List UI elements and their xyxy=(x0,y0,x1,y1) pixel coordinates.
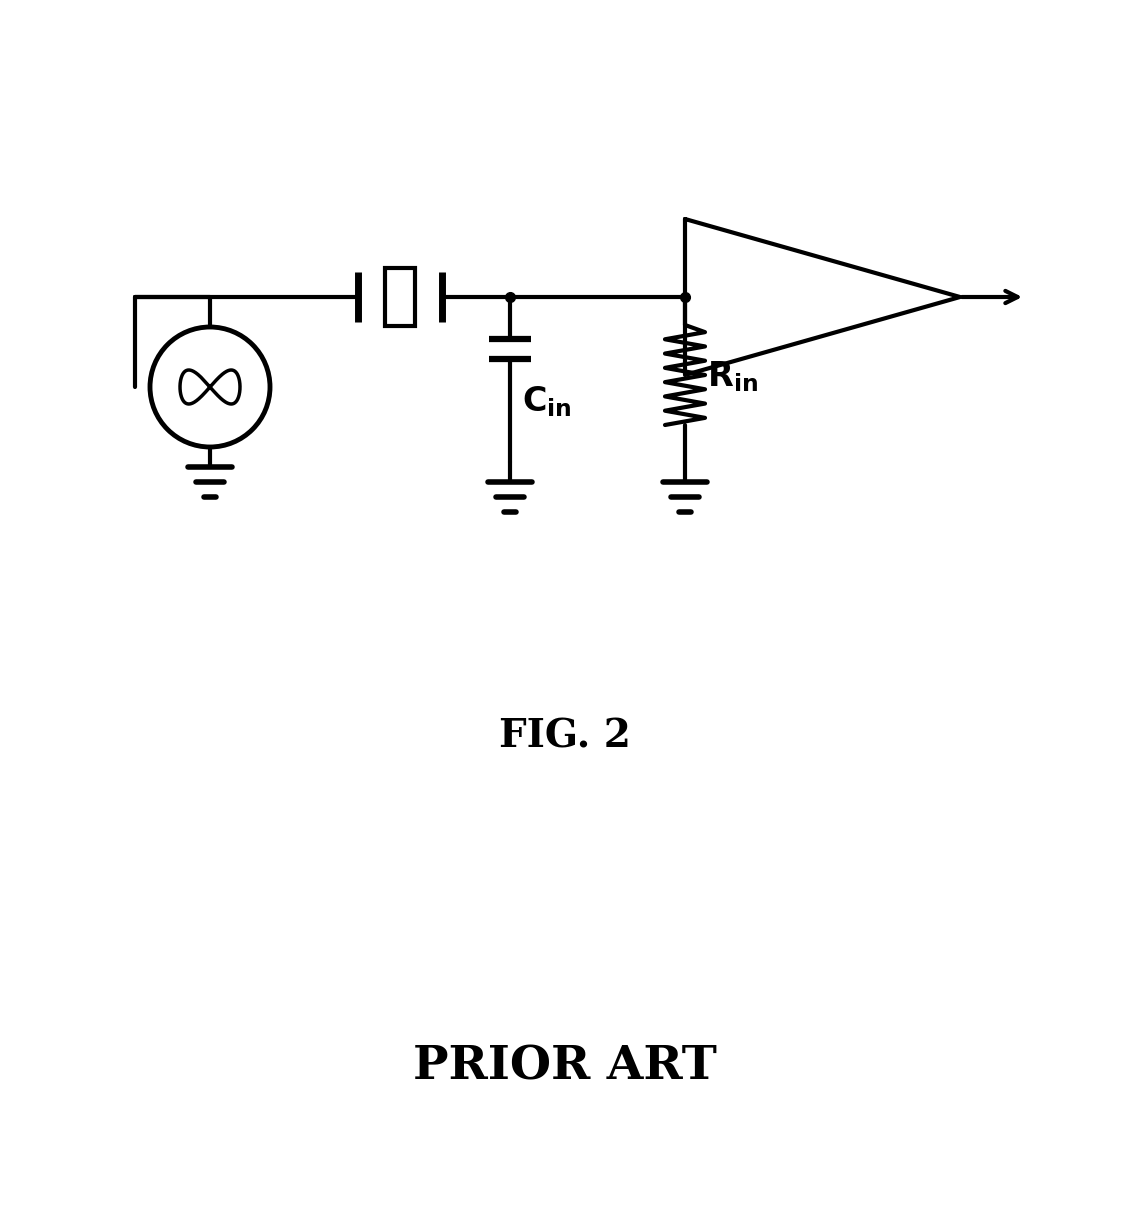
Text: $\mathbf{C_{in}}$: $\mathbf{C_{in}}$ xyxy=(522,384,572,420)
Text: PRIOR ART: PRIOR ART xyxy=(414,1044,716,1090)
Text: $\mathbf{R_{in}}$: $\mathbf{R_{in}}$ xyxy=(707,360,758,394)
Text: FIG. 2: FIG. 2 xyxy=(499,718,631,756)
Bar xyxy=(385,267,415,326)
